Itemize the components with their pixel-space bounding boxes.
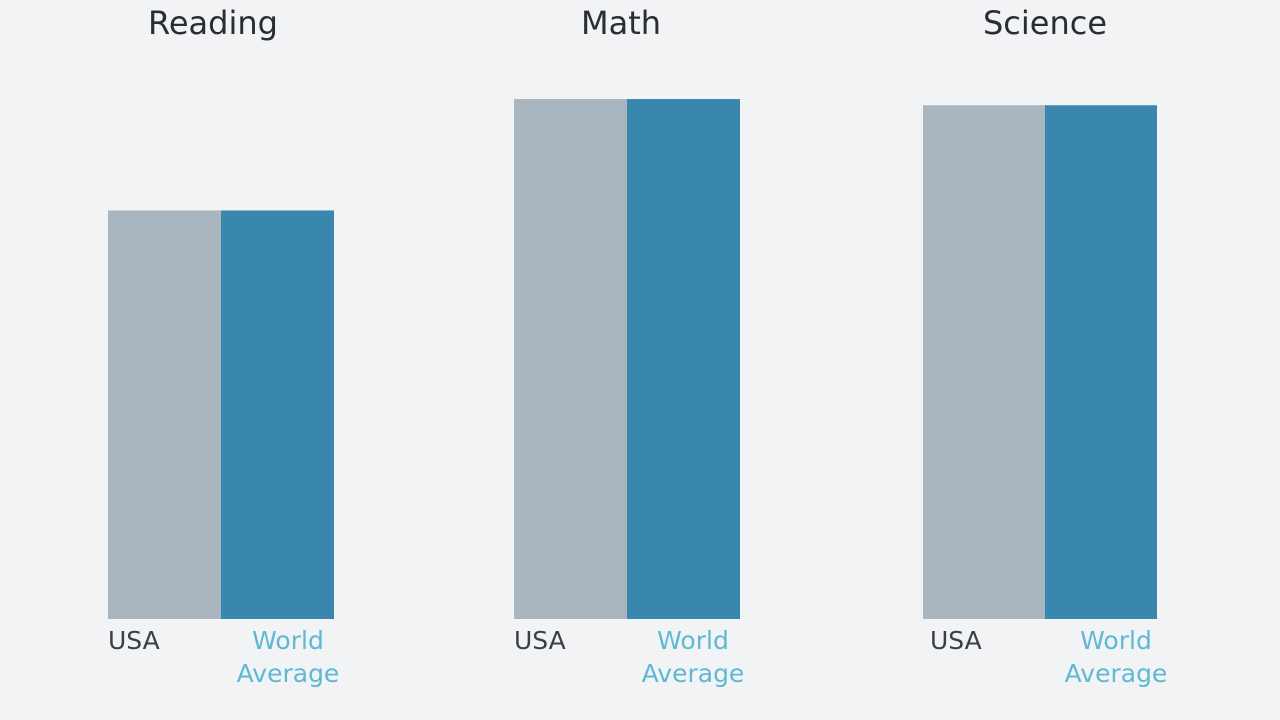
label-line: Average [642,659,745,688]
label-reading-usa: USA [108,626,160,655]
label-line: World [1080,626,1152,655]
bar-reading-world-average [221,210,334,619]
panel-science: Science USA World Average [923,4,1167,688]
label-line: Average [1065,659,1168,688]
label-reading-world-average: World Average [237,626,340,688]
label-math-world-average: World Average [642,626,745,688]
panel-title-reading: Reading [148,4,278,42]
panel-reading: Reading USA World Average [108,4,339,688]
bar-science-usa [923,105,1045,620]
label-math-usa: USA [514,626,566,655]
bar-science-world-average [1045,105,1157,620]
label-line: World [252,626,324,655]
label-science-world-average: World Average [1065,626,1168,688]
label-line: World [657,626,729,655]
label-line: Average [237,659,340,688]
panel-title-science: Science [983,4,1107,42]
label-science-usa: USA [930,626,982,655]
bar-reading-usa [108,210,221,619]
bar-math-usa [514,99,627,620]
panel-math: Math USA World Average [514,4,744,688]
panel-title-math: Math [581,4,661,42]
bar-math-world-average [627,99,740,620]
